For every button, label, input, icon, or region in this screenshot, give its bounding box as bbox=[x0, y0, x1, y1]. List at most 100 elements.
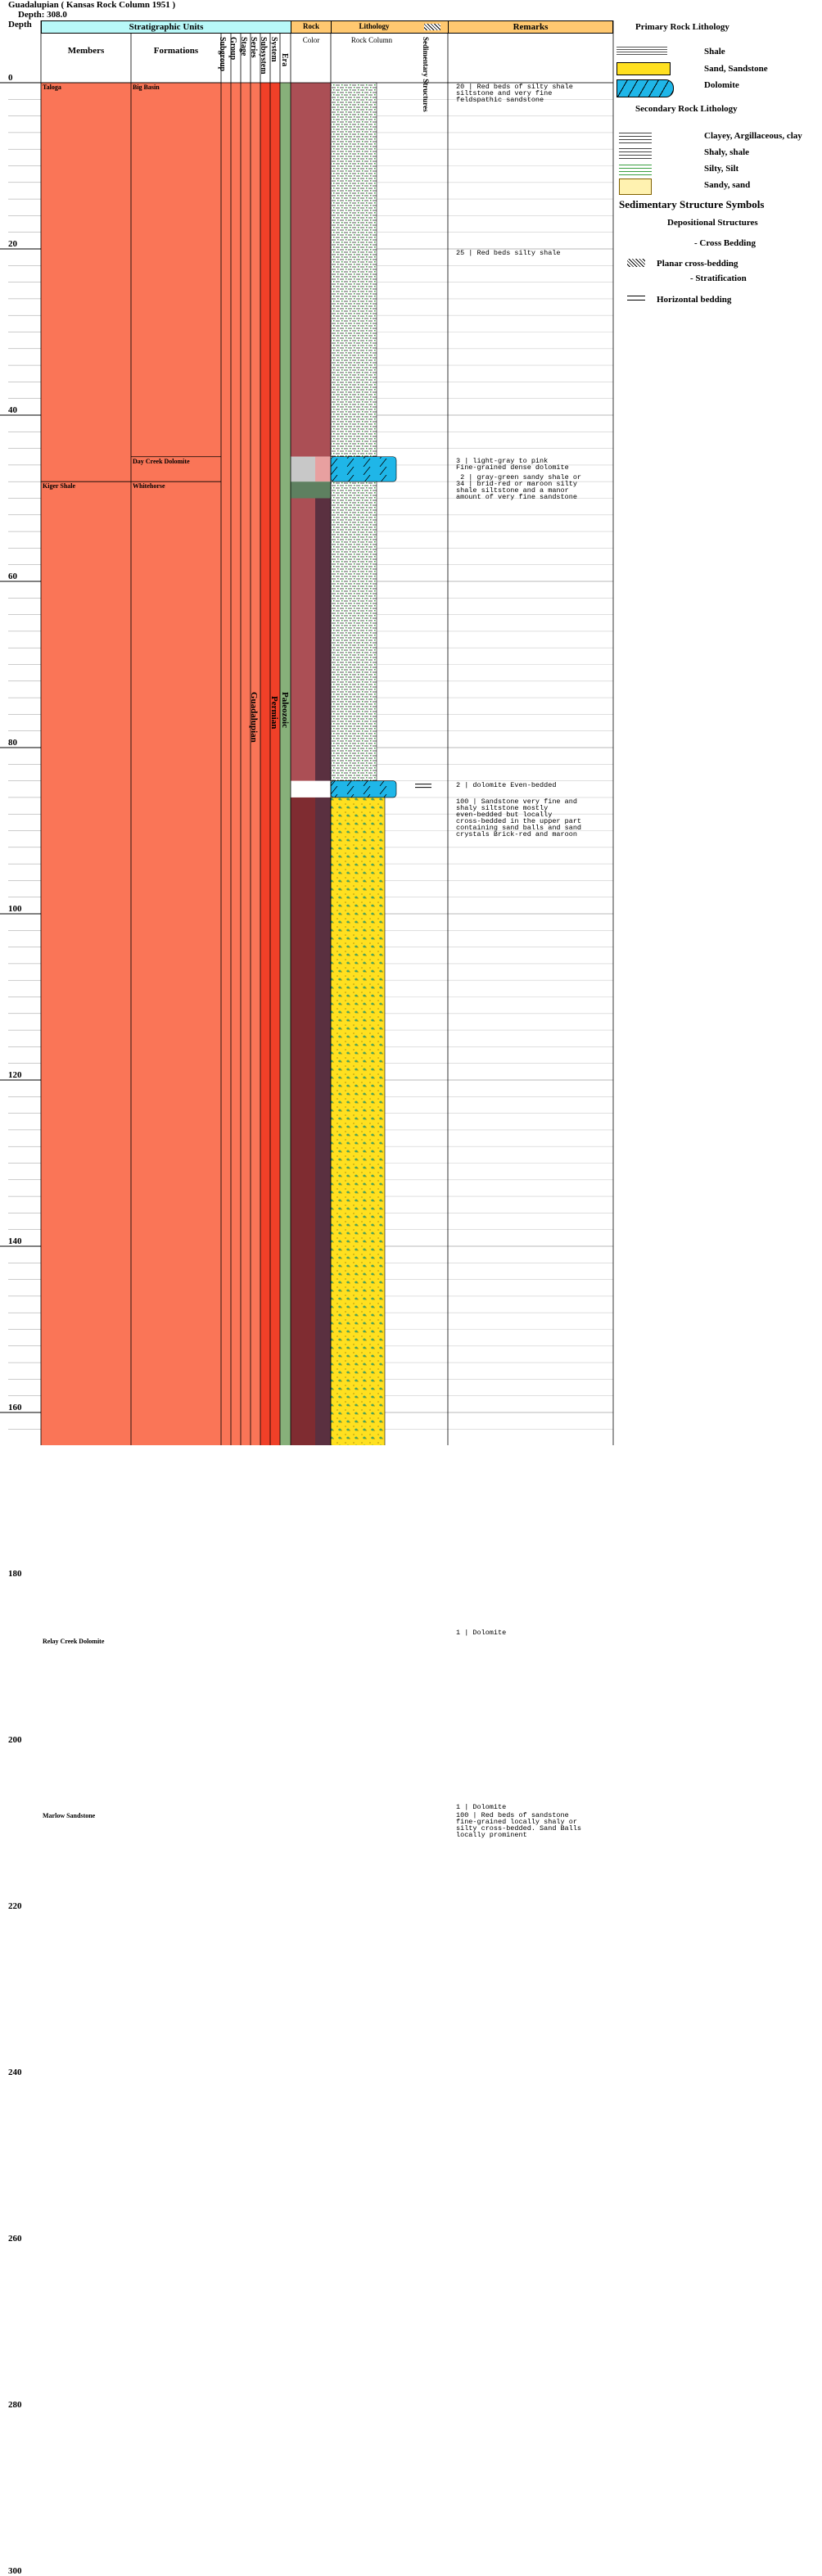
remark-text: 1 | Dolomite bbox=[456, 1628, 507, 1637]
rock-color-left bbox=[291, 797, 315, 1445]
rock-color-right bbox=[315, 498, 331, 781]
clay-swatch-icon bbox=[619, 130, 652, 143]
member-label: Relay Creek Dolomite bbox=[43, 1638, 105, 1646]
depth-tick-label: 300 bbox=[8, 2566, 22, 2576]
depth-tick-label: 120 bbox=[8, 1070, 22, 1080]
formations-header-label: Formations bbox=[153, 46, 199, 56]
rock-color-right bbox=[315, 797, 331, 1445]
member-label: Taloga bbox=[43, 84, 61, 91]
depth-tick-label: 0 bbox=[8, 73, 13, 83]
depth-tick-label: 280 bbox=[8, 2400, 22, 2410]
rock-column-header-label: Rock Column bbox=[350, 36, 393, 44]
remark-text: 3 | light-gray to pink Fine-grained dens… bbox=[456, 456, 569, 472]
log-title: Guadalupian ( Kansas Rock Column 1951 ) bbox=[8, 0, 176, 10]
planar-cross-bedding-icon bbox=[627, 259, 645, 267]
legend-secondary-title: Secondary Rock Lithology bbox=[635, 104, 738, 114]
depth-tick-label: 100 bbox=[8, 904, 22, 914]
remark-text: 2 | gray-green sandy shale or 34 | brid-… bbox=[456, 473, 582, 502]
legend-sandy: Sandy, sand bbox=[704, 180, 751, 190]
rock-color-left bbox=[291, 498, 315, 781]
rock-header-label: Rock bbox=[303, 22, 319, 30]
legend-silt: Silty, Silt bbox=[704, 164, 739, 174]
legend-dolomite: Dolomite bbox=[704, 80, 739, 90]
depth-tick-label: 20 bbox=[8, 239, 17, 249]
formation-label: Whitehorse bbox=[133, 482, 165, 490]
system-label: Permian bbox=[269, 696, 279, 730]
color-header-label: Color bbox=[302, 36, 320, 44]
unit-column-bg bbox=[251, 83, 260, 1445]
subsystem-header-label: Subsystem bbox=[259, 37, 268, 75]
shale-swatch-icon bbox=[616, 45, 667, 56]
strat-units-title: Stratigraphic Units bbox=[129, 22, 204, 32]
depth-tick-label: 200 bbox=[8, 1735, 22, 1745]
shaly-swatch-icon bbox=[619, 146, 652, 159]
era-column-bg bbox=[280, 83, 291, 1445]
stage-header-label: Stage bbox=[239, 37, 248, 56]
legend-planar-cross-bedding: Planar cross-bedding bbox=[657, 259, 738, 269]
remark-text: 2 | dolomite Even-bedded bbox=[456, 780, 557, 789]
members-header-label: Members bbox=[67, 46, 105, 56]
remark-text: 20 | Red beds of silty shale siltstone a… bbox=[456, 83, 573, 104]
depth-tick-label: 160 bbox=[8, 1403, 22, 1412]
total-depth: Depth: 308.0 bbox=[18, 10, 67, 20]
legend-sed-title: Sedimentary Structure Symbols bbox=[619, 198, 765, 210]
remark-text: 1 | Dolomite bbox=[456, 1803, 507, 1812]
series-label: Guadalupian bbox=[249, 692, 259, 743]
depth-tick-label: 240 bbox=[8, 2068, 22, 2077]
horizontal-bedding-icon bbox=[627, 296, 645, 301]
era-label: Paleozoic bbox=[280, 692, 290, 728]
remarks-header-label: Remarks bbox=[513, 22, 549, 32]
depth-column-label: Depth bbox=[8, 20, 32, 29]
member-label: Marlow Sandstone bbox=[43, 1812, 96, 1820]
depth-tick-label: 80 bbox=[8, 738, 17, 748]
era-header-label: Era bbox=[280, 53, 289, 67]
silt-swatch-icon bbox=[619, 162, 652, 175]
strat-log bbox=[0, 20, 614, 1445]
legend-depositional-title: Depositional Structures bbox=[667, 218, 758, 228]
legend-cross-bedding-title: - Cross Bedding bbox=[694, 238, 756, 248]
sand-silt-interval bbox=[330, 797, 386, 1445]
unit-column-bg bbox=[221, 83, 231, 1445]
legend-clay: Clayey, Argillaceous, clay bbox=[704, 131, 802, 141]
legend-horizontal-bedding: Horizontal bedding bbox=[657, 295, 732, 305]
depth-tick-label: 180 bbox=[8, 1569, 22, 1579]
rock-color-right bbox=[315, 83, 331, 457]
depth-tick-label: 220 bbox=[8, 1901, 22, 1911]
remark-text: 25 | Red beds silty shale bbox=[456, 249, 561, 257]
legend-sand: Sand, Sandstone bbox=[704, 64, 768, 74]
legend-primary-title: Primary Rock Lithology bbox=[635, 22, 729, 32]
depth-tick-label: 40 bbox=[8, 405, 17, 415]
rock-color-left bbox=[291, 456, 315, 482]
legend-shale: Shale bbox=[704, 47, 725, 56]
dolomite-swatch-icon bbox=[616, 79, 674, 97]
formation-label: Day Creek Dolomite bbox=[133, 457, 190, 465]
system-header-label: System bbox=[269, 37, 278, 62]
unit-column-bg bbox=[241, 83, 251, 1445]
member-label: Kiger Shale bbox=[43, 482, 76, 490]
rock-color-right bbox=[315, 481, 331, 499]
series-header-label: Series bbox=[249, 37, 258, 58]
group-header-label: Group bbox=[228, 37, 237, 61]
remark-text: 100 | Sandstone very fine and shaly silt… bbox=[456, 797, 582, 838]
remarks-header bbox=[448, 20, 613, 34]
depth-tick-label: 60 bbox=[8, 572, 17, 581]
sand-swatch-icon bbox=[616, 62, 671, 75]
legend-shaly: Shaly, shale bbox=[704, 147, 750, 157]
rock-color-right bbox=[315, 456, 331, 482]
unit-column-bg bbox=[231, 83, 241, 1445]
legend-stratification-title: - Stratification bbox=[690, 273, 747, 283]
shale-silt-interval bbox=[330, 481, 377, 781]
rock-color-left bbox=[291, 83, 315, 457]
depth-tick-label: 260 bbox=[8, 2234, 22, 2244]
sandy-swatch-icon bbox=[619, 179, 652, 195]
subgroup-header-label: Subgroup bbox=[218, 37, 227, 72]
dolomite-interval bbox=[330, 780, 397, 798]
lithology-header-label: Lithology bbox=[359, 22, 390, 30]
remark-text: 100 | Red beds of sandstone fine-grained… bbox=[456, 1811, 582, 1840]
sed-structures-header-swatch bbox=[424, 24, 440, 30]
shale-silt-interval bbox=[330, 82, 377, 458]
depth-tick-label: 140 bbox=[8, 1236, 22, 1246]
sed-structures-header-label: Sedimentary Structures bbox=[422, 37, 430, 112]
dolomite-interval bbox=[330, 456, 397, 482]
formation-label: Big Basin bbox=[133, 84, 160, 91]
